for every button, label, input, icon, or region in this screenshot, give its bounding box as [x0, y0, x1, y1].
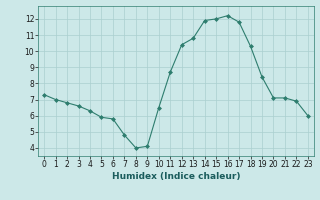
- X-axis label: Humidex (Indice chaleur): Humidex (Indice chaleur): [112, 172, 240, 181]
